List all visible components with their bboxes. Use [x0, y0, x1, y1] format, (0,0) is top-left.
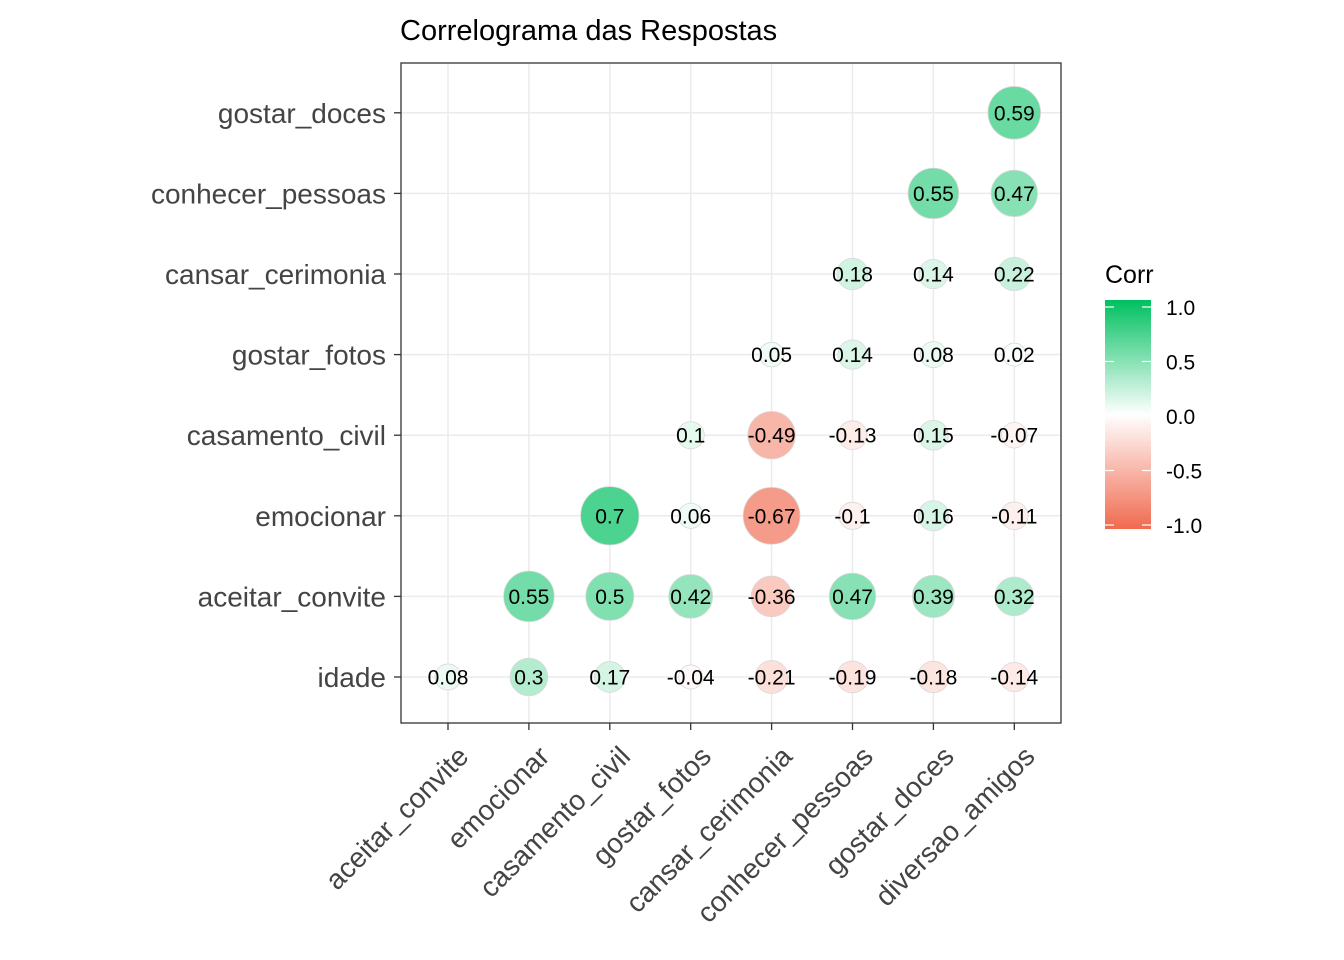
point-cansar_cerimonia-emocionar	[742, 486, 801, 545]
point-label-conhecer_pessoas-casamento_civil: -0.13	[829, 425, 877, 448]
point-casamento_civil-emocionar	[580, 486, 640, 546]
y-axis: idade aceitar_convite emocionar casamento_c…	[151, 98, 401, 693]
point-label-conhecer_pessoas-emocionar: -0.1	[834, 505, 870, 528]
point-conhecer_pessoas-gostar_fotos	[837, 339, 868, 370]
point-label-cansar_cerimonia-aceitar_convite: -0.36	[748, 586, 796, 609]
point-label-conhecer_pessoas-idade: -0.19	[829, 667, 877, 690]
legend-tick-label-0: 1.0	[1166, 297, 1195, 320]
point-cansar_cerimonia-gostar_fotos	[758, 341, 785, 368]
point-gostar_doces-aceitar_convite	[911, 574, 955, 618]
point-diversao_amigos-idade	[999, 661, 1030, 693]
point-label-diversao_amigos-conhecer_pessoas: 0.47	[994, 183, 1035, 206]
point-label-gostar_fotos-emocionar: 0.06	[670, 505, 711, 528]
point-casamento_civil-aceitar_convite	[585, 572, 635, 621]
x-tick-label-aceitar_convite: aceitar_convite	[319, 740, 474, 895]
point-gostar_doces-casamento_civil	[918, 419, 949, 451]
point-aceitar_convite-idade	[434, 663, 462, 691]
chart-title: Correlograma das Respostas	[400, 15, 777, 47]
point-gostar_fotos-idade	[678, 664, 704, 690]
y-tick-label-gostar_doces: gostar_doces	[218, 98, 386, 129]
point-casamento_civil-idade	[593, 661, 626, 693]
point-label-casamento_civil-idade: 0.17	[589, 667, 630, 690]
x-axis: aceitar_conviteemocionarcasamento_civilg…	[319, 723, 1041, 929]
point-label-diversao_amigos-gostar_doces: 0.59	[994, 102, 1035, 125]
point-label-conhecer_pessoas-gostar_fotos: 0.14	[832, 344, 873, 367]
y-tick-label-conhecer_pessoas: conhecer_pessoas	[151, 178, 386, 209]
point-label-aceitar_convite-idade: 0.08	[428, 667, 469, 690]
point-diversao_amigos-gostar_doces	[987, 86, 1042, 140]
point-label-cansar_cerimonia-gostar_fotos: 0.05	[751, 344, 792, 367]
point-gostar_doces-cansar_cerimonia	[918, 258, 949, 290]
point-emocionar-idade	[509, 657, 549, 697]
grid-lines	[401, 63, 1061, 723]
legend-tick-label-4: -1.0	[1166, 515, 1202, 538]
y-tick-label-emocionar: emocionar	[255, 501, 386, 532]
point-label-gostar_doces-emocionar: 0.16	[913, 505, 954, 528]
point-label-emocionar-idade: 0.3	[514, 667, 543, 690]
point-gostar_doces-idade	[917, 660, 950, 694]
point-diversao_amigos-conhecer_pessoas	[990, 169, 1038, 218]
point-cansar_cerimonia-aceitar_convite	[750, 575, 793, 618]
point-label-cansar_cerimonia-idade: -0.21	[748, 667, 796, 690]
point-label-emocionar-aceitar_convite: 0.55	[508, 586, 549, 609]
point-gostar_doces-emocionar	[917, 500, 949, 532]
point-label-cansar_cerimonia-casamento_civil: -0.49	[748, 425, 796, 448]
point-conhecer_pessoas-emocionar	[838, 501, 867, 530]
legend-tick-label-3: -0.5	[1166, 461, 1202, 484]
point-label-diversao_amigos-cansar_cerimonia: 0.22	[994, 264, 1035, 287]
y-tick-label-cansar_cerimonia: cansar_cerimonia	[165, 259, 386, 290]
point-label-diversao_amigos-gostar_fotos: 0.02	[994, 344, 1035, 367]
point-cansar_cerimonia-casamento_civil	[747, 411, 796, 460]
point-label-diversao_amigos-emocionar: -0.11	[991, 505, 1037, 528]
point-label-gostar_fotos-idade: -0.04	[667, 667, 715, 690]
y-tick-label-gostar_fotos: gostar_fotos	[232, 340, 386, 371]
point-gostar_fotos-emocionar	[677, 502, 704, 529]
point-label-gostar_fotos-casamento_civil: 0.1	[676, 425, 705, 448]
point-diversao_amigos-emocionar	[1000, 501, 1029, 531]
legend-tick-label-2: 0.0	[1166, 406, 1195, 429]
point-diversao_amigos-gostar_fotos	[1002, 342, 1027, 367]
point-label-diversao_amigos-idade: -0.14	[990, 667, 1038, 690]
point-conhecer_pessoas-idade	[836, 660, 869, 694]
point-conhecer_pessoas-casamento_civil	[837, 420, 868, 450]
point-emocionar-aceitar_convite	[503, 570, 555, 623]
y-tick-label-casamento_civil: casamento_civil	[187, 420, 386, 451]
plot-panel-border	[400, 62, 1062, 724]
legend-ticks: 1.0 0.5 0.0 -0.5 -1.0	[1105, 297, 1202, 538]
point-label-conhecer_pessoas-aceitar_convite: 0.47	[832, 586, 873, 609]
legend-tick-label-1: 0.5	[1166, 352, 1195, 375]
point-gostar_fotos-aceitar_convite	[668, 574, 714, 619]
plot-panel	[401, 63, 1061, 723]
y-tick-label-aceitar_convite: aceitar_convite	[198, 581, 386, 612]
y-tick-label-idade: idade	[317, 662, 386, 693]
point-gostar_fotos-casamento_civil	[676, 421, 705, 450]
legend-title: Corr	[1105, 261, 1154, 289]
point-diversao_amigos-casamento_civil	[1001, 421, 1028, 449]
point-conhecer_pessoas-aceitar_convite	[828, 572, 877, 621]
point-label-cansar_cerimonia-emocionar: -0.67	[748, 505, 796, 528]
legend: Corr 1.0 0.5 0.0 -0.5 -1.0	[1105, 261, 1202, 538]
point-label-conhecer_pessoas-cansar_cerimonia: 0.18	[832, 264, 873, 287]
legend-colorbar	[1105, 300, 1151, 529]
x-tick-label-casamento_civil: casamento_civil	[473, 740, 636, 903]
point-label-diversao_amigos-aceitar_convite: 0.32	[994, 586, 1035, 609]
point-label-gostar_fotos-aceitar_convite: 0.42	[670, 586, 711, 609]
point-label-gostar_doces-casamento_civil: 0.15	[913, 425, 954, 448]
point-label-gostar_doces-cansar_cerimonia: 0.14	[913, 264, 954, 287]
point-diversao_amigos-cansar_cerimonia	[997, 256, 1032, 292]
point-label-gostar_doces-aceitar_convite: 0.39	[913, 586, 954, 609]
point-cansar_cerimonia-idade	[754, 660, 789, 694]
point-label-gostar_doces-gostar_fotos: 0.08	[913, 344, 954, 367]
point-label-diversao_amigos-casamento_civil: -0.07	[990, 425, 1038, 448]
point-diversao_amigos-aceitar_convite	[994, 576, 1035, 617]
point-label-casamento_civil-emocionar: 0.7	[595, 505, 624, 528]
point-gostar_doces-conhecer_pessoas	[907, 167, 960, 220]
point-label-gostar_doces-idade: -0.18	[909, 667, 957, 690]
correlation-points: 0.08 0.3 0.17 -0.04 -0.21 -0.19 -0.18 -0.14 0.55…	[428, 86, 1042, 697]
point-label-gostar_doces-conhecer_pessoas: 0.55	[913, 183, 954, 206]
point-label-casamento_civil-aceitar_convite: 0.5	[595, 586, 624, 609]
point-conhecer_pessoas-cansar_cerimonia	[836, 257, 869, 291]
point-gostar_doces-gostar_fotos	[919, 341, 947, 369]
